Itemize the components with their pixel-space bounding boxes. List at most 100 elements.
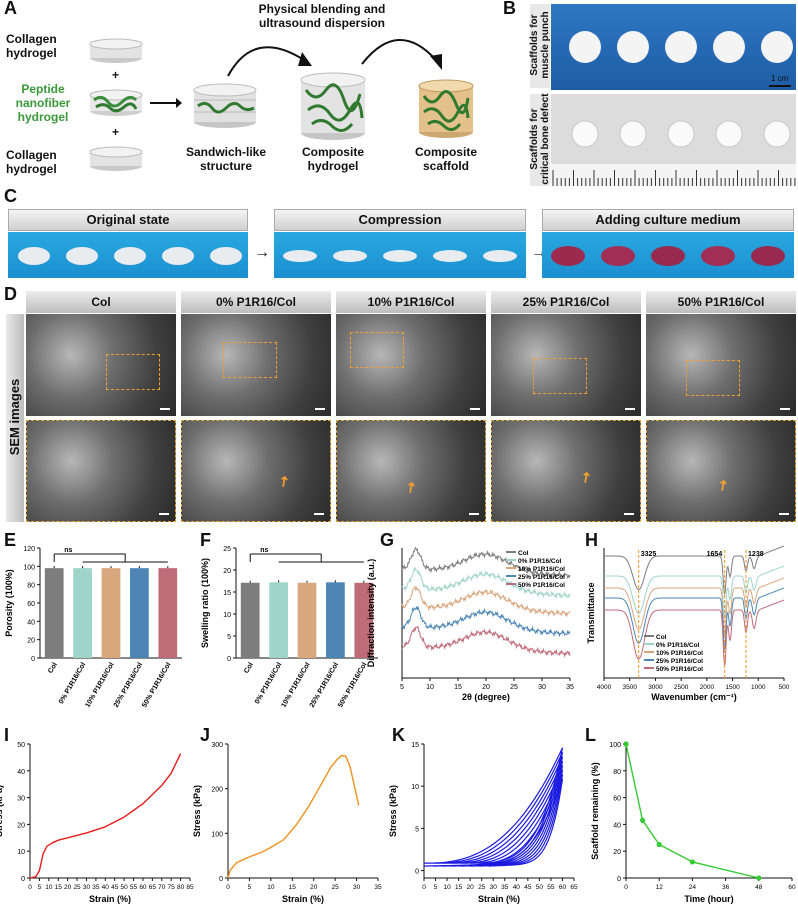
zoom-region-box — [350, 332, 404, 368]
chart-j-x-tick-label: 0 — [226, 884, 230, 891]
panel-label-k: K — [392, 725, 405, 745]
chart-i-x-label: Strain (%) — [89, 894, 131, 904]
panel-label-e: E — [4, 530, 17, 550]
chart-f-y-tick-label: 25 — [223, 546, 231, 553]
collagen-label-top: Collagen hydrogel — [6, 32, 57, 60]
chart-l-x-tick-label: 36 — [722, 884, 730, 891]
chart-k-x-tick-label: 0 — [422, 884, 426, 891]
chart-k-x-tick-label: 40 — [513, 884, 521, 891]
panel-label-g: G — [380, 530, 395, 550]
chart-g-legend-label: 10% P1R16/Col — [518, 566, 565, 573]
chart-h-series-line — [604, 545, 785, 595]
chart-i-x-tick-label: 20 — [64, 884, 72, 891]
chart-k-x-tick-label: 35 — [501, 884, 509, 891]
chart-i-x-tick-label: 30 — [83, 884, 91, 891]
chart-i-x-tick-label: 45 — [111, 884, 119, 891]
chart-l-data-point — [623, 741, 629, 747]
chart-h-legend-label: 50% P1R16/Col — [656, 666, 703, 673]
chart-g-x-tick-label: 5 — [400, 684, 404, 691]
bone-scaffolds-photo — [551, 94, 796, 186]
scale-bar — [314, 513, 324, 515]
scale-bar — [624, 513, 634, 515]
chart-i-x-tick-label: 15 — [55, 884, 63, 891]
chart-k-y-tick-label: 15 — [411, 742, 419, 749]
chart-i-x-tick-label: 10 — [45, 884, 53, 891]
sem-image-high-mag: ↗ — [491, 420, 641, 522]
scale-bar — [315, 408, 325, 410]
chart-j-x-tick-label: 15 — [289, 884, 297, 891]
chart-f-bar — [354, 582, 374, 658]
chart-e-category-label: 0% P1R16/Col — [58, 661, 87, 705]
chart-h-legend-label: Col — [656, 634, 667, 641]
chart-l-data-point — [756, 875, 762, 881]
chart-k-x-tick-label: 65 — [570, 884, 578, 891]
panel-label-l: L — [585, 725, 596, 745]
chart-f-bar — [297, 582, 317, 658]
chart-k-x-tick-label: 25 — [478, 884, 486, 891]
composite-hydrogel-label: Composite hydrogel — [301, 145, 364, 173]
muscle-scaffolds-photo: 1 cm — [551, 4, 796, 90]
panel-label-d: D — [4, 284, 17, 304]
peptide-label: Peptide nanofiber hydrogel — [15, 82, 71, 124]
chart-g-legend-label: 25% P1R16/Col — [518, 574, 565, 581]
collagen-disc-top — [88, 38, 144, 64]
chart-e-bar — [101, 568, 121, 658]
original-state-photo — [8, 232, 248, 278]
chart-i-x-tick-label: 60 — [139, 884, 147, 891]
chart-k-cycle-loop — [488, 778, 564, 867]
sem-column-header: 0% P1R16/Col — [181, 291, 331, 313]
chart-k-x-tick-label: 10 — [443, 884, 451, 891]
process-label: Physical blending and ultrasound dispers… — [258, 2, 386, 30]
chart-e-category-label: Col — [47, 661, 59, 674]
scale-bar — [625, 408, 635, 410]
composite-scaffold-label: Composite scaffold — [414, 145, 477, 173]
chart-f-category-label: 50% P1R16/Col — [337, 661, 368, 708]
chart-g-x-tick-label: 15 — [454, 684, 462, 691]
panel-label-h: H — [585, 530, 598, 550]
chart-k-x-tick-label: 30 — [490, 884, 498, 891]
chart-k-x-label: Strain (%) — [478, 894, 520, 904]
chart-i-x-tick-label: 55 — [130, 884, 138, 891]
chart-e-category-label: 10% P1R16/Col — [84, 661, 115, 708]
chart-e-y-tick-label: 0 — [31, 656, 35, 663]
chart-h-x-tick-label: 3500 — [622, 684, 637, 691]
chart-i-x-tick-label: 5 — [38, 884, 42, 891]
chart-f-y-tick-label: 10 — [223, 612, 231, 619]
scale-bar — [159, 513, 169, 515]
chart-j-y-label: Stress (kPa) — [192, 785, 202, 837]
scale-label: 1 cm — [771, 74, 789, 83]
chart-j-y-tick-label: 100 — [211, 831, 223, 838]
sem-image-low-mag — [26, 314, 176, 416]
chart-i-x-tick-label: 35 — [92, 884, 100, 891]
chart-f-y-tick-label: 20 — [223, 568, 231, 575]
zoom-region-box — [106, 354, 160, 390]
chart-i-y-tick-label: 30 — [17, 796, 25, 803]
panel-b-side-bottom — [530, 94, 550, 186]
sem-side-bar — [6, 314, 24, 522]
chart-l-y-label: Scaffold remaining (%) — [590, 762, 600, 860]
chart-l-data-point — [689, 859, 696, 865]
chart-l-data-point — [656, 841, 662, 848]
chart-f-category-label: 10% P1R16/Col — [280, 661, 311, 708]
chart-h-x-tick-label: 1000 — [751, 684, 766, 691]
panel-label-f: F — [200, 530, 211, 550]
chart-j-x-label: Strain (%) — [282, 894, 324, 904]
chart-h-peak-label: 3325 — [641, 551, 657, 558]
chart-i-y-tick-label: 50 — [17, 742, 25, 749]
chart-h-peak-label: 1238 — [748, 551, 764, 558]
chart-e-y-tick-label: 100 — [23, 564, 35, 571]
chart-l-y-tick-label: 0 — [617, 876, 621, 883]
chart-j-x-tick-label: 5 — [248, 884, 252, 891]
sem-image-high-mag: ↗ — [336, 420, 486, 522]
plus-2: + — [112, 125, 120, 139]
chart-k-y-tick-label: 0 — [415, 869, 419, 876]
sem-image-high-mag — [26, 420, 176, 522]
chart-g-series-line — [401, 567, 571, 600]
chart-i-x-tick-label: 25 — [73, 884, 81, 891]
chart-h-legend-label: 25% P1R16/Col — [656, 658, 703, 665]
chart-k-x-tick-label: 60 — [559, 884, 567, 891]
chart-f-ns-label: ns — [260, 547, 268, 554]
chart-f-bar — [326, 582, 345, 658]
chart-f-y-tick-label: 15 — [223, 590, 231, 597]
